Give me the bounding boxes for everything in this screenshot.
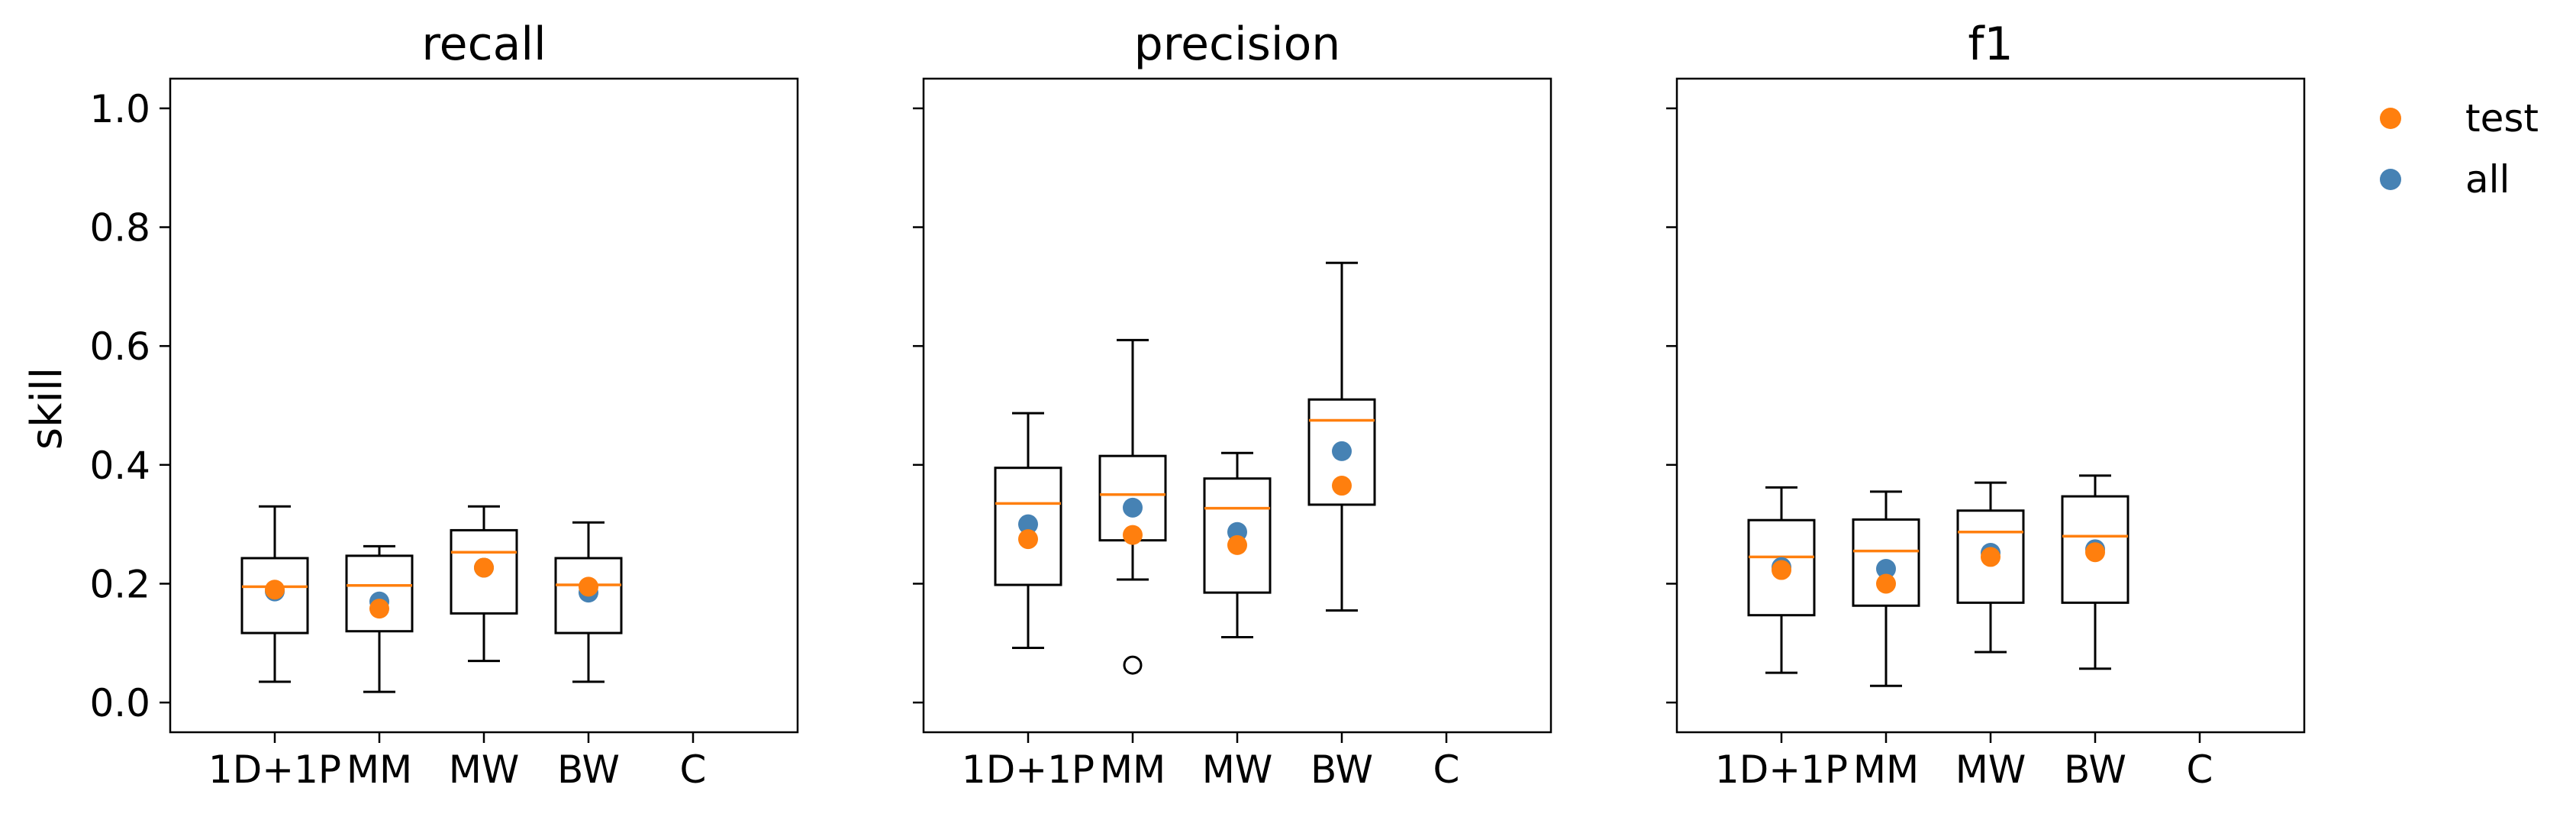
- box-iqr: [1852, 518, 1920, 607]
- x-tick-label: C: [680, 748, 707, 792]
- x-tick-label: BW: [2064, 748, 2126, 792]
- box-iqr: [1747, 518, 1816, 617]
- box-iqr: [450, 528, 518, 615]
- test-mean-point: [265, 580, 285, 600]
- test-mean-point: [369, 599, 389, 619]
- box-iqr: [1956, 509, 2025, 604]
- test-mean-point: [2085, 542, 2105, 563]
- box-iqr: [994, 467, 1062, 586]
- x-tick-label: MM: [347, 748, 412, 792]
- all-mean-point: [1018, 514, 1038, 534]
- panel-title: f1: [1968, 18, 2013, 71]
- box-iqr: [345, 554, 414, 633]
- test-mean-point: [474, 557, 494, 578]
- all-mean-point: [1123, 497, 1143, 518]
- y-axis-label: skill: [22, 367, 72, 450]
- x-tick-label: BW: [557, 748, 620, 792]
- y-tick-label: 0.0: [89, 681, 150, 725]
- x-tick-label: MW: [449, 748, 520, 792]
- x-tick-label: MM: [1853, 748, 1919, 792]
- legend-label-test: test: [2465, 96, 2539, 140]
- axes-frame: [922, 77, 1552, 734]
- y-tick-label: 0.6: [89, 325, 150, 369]
- box-iqr: [554, 557, 623, 635]
- test-mean-point: [1123, 525, 1143, 545]
- x-tick-label: C: [1433, 748, 1460, 792]
- test-mean-point: [1018, 529, 1038, 550]
- x-tick-label: C: [2187, 748, 2213, 792]
- x-tick-label: MW: [1955, 748, 2026, 792]
- test-mean-point: [1876, 573, 1896, 594]
- y-tick-label: 0.2: [89, 562, 150, 606]
- panel-title: recall: [421, 18, 546, 71]
- y-tick-label: 0.8: [89, 206, 150, 250]
- x-tick-label: 1D+1P: [208, 748, 341, 792]
- test-mean-point: [1981, 547, 2001, 567]
- x-tick-label: 1D+1P: [962, 748, 1095, 792]
- panel-precision: precision 1D+1P MM MW BW C: [913, 18, 1552, 792]
- all-mean-point: [1876, 559, 1896, 579]
- legend: test all: [2380, 96, 2539, 202]
- outlier-point: [1123, 655, 1143, 675]
- x-tick-label: 1D+1P: [1715, 748, 1848, 792]
- panel-f1: f1 1D+1P MM MW BW C: [1666, 18, 2306, 792]
- test-mean-point: [1332, 476, 1352, 496]
- legend-label-all: all: [2465, 157, 2510, 202]
- test-mean-point: [579, 576, 598, 597]
- panel-recall: recall 0.0 0.2 0.4 0.6 0.8 1.0 1D+1P MM MW BW C: [89, 18, 799, 792]
- box-iqr: [240, 557, 309, 635]
- legend-marker-test: [2380, 108, 2401, 129]
- y-tick-label: 0.4: [89, 444, 150, 488]
- box-iqr: [1307, 398, 1376, 506]
- axes-frame: [169, 77, 799, 734]
- test-mean-point: [1227, 534, 1247, 555]
- all-mean-point: [1332, 441, 1352, 461]
- test-mean-point: [1772, 560, 1791, 580]
- box-iqr: [1203, 477, 1272, 594]
- x-tick-label: MW: [1202, 748, 1273, 792]
- panel-title: precision: [1134, 18, 1341, 71]
- x-tick-label: MM: [1100, 748, 1165, 792]
- axes-frame: [1675, 77, 2306, 734]
- x-tick-label: BW: [1311, 748, 1373, 792]
- y-tick-label: 1.0: [89, 87, 150, 131]
- legend-marker-all: [2380, 169, 2401, 190]
- box-iqr: [2061, 495, 2129, 604]
